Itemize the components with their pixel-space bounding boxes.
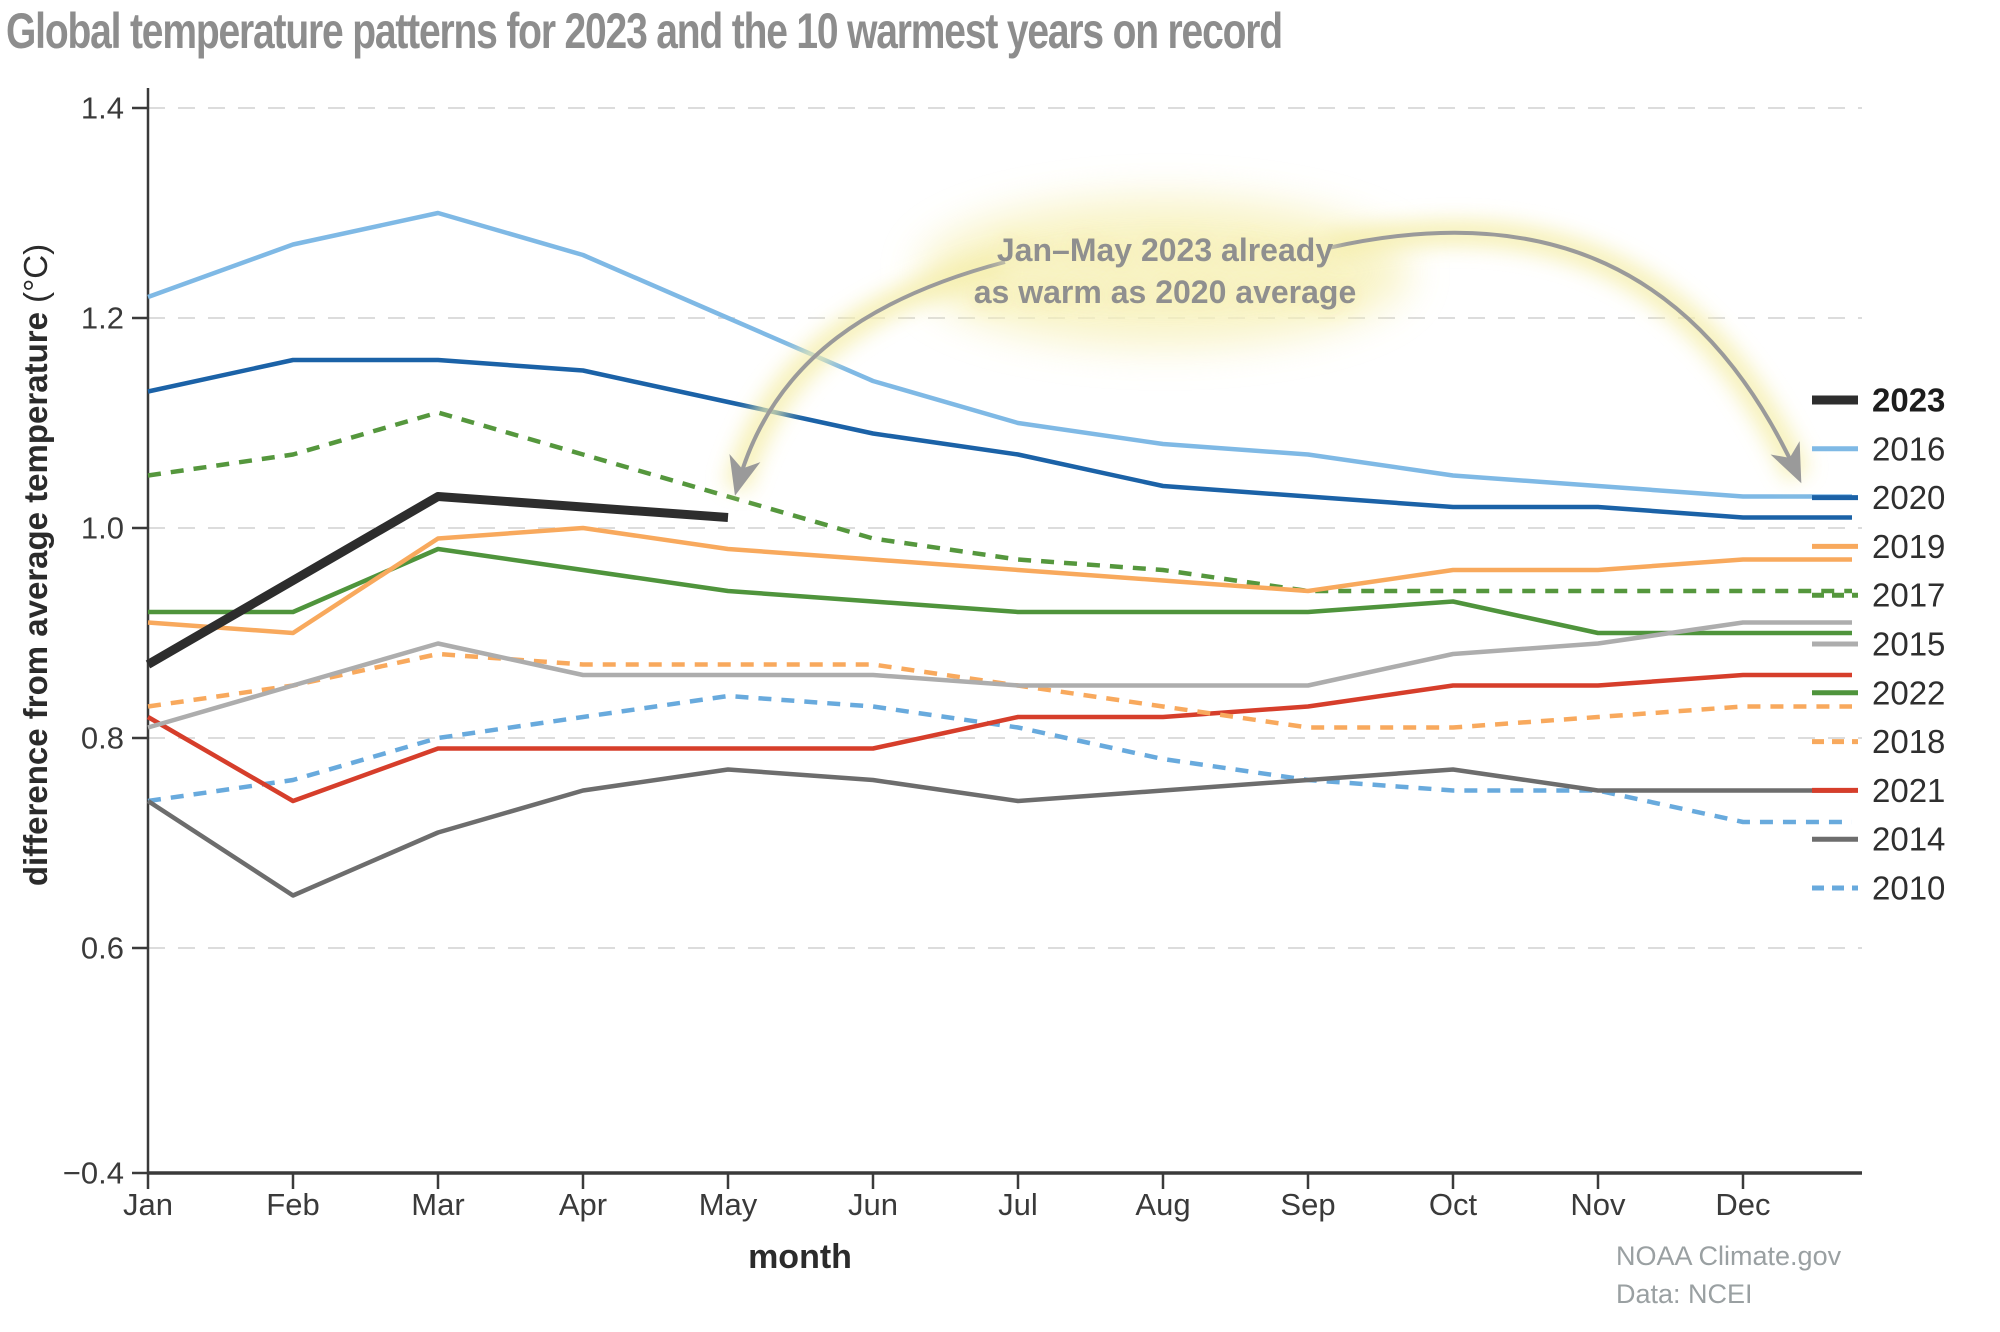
series-line-2023 <box>145 492 729 669</box>
x-tick-label-Sep: Sep <box>1280 1187 1335 1222</box>
y-tick-label-1.2: 1.2 <box>81 301 124 336</box>
y-tick-label-1.0: 1.0 <box>81 511 124 546</box>
series-line-2021 <box>146 672 1852 804</box>
legend-label-2020: 2020 <box>1872 479 1945 516</box>
legend-label-2021: 2021 <box>1872 772 1945 809</box>
annotation-line2: as warm as 2020 average <box>973 273 1357 310</box>
legend-item-2019: 2019 <box>1812 528 1945 565</box>
series-line-2016 <box>147 210 1852 499</box>
right-arrow <box>1327 230 1802 484</box>
series-line-2010 <box>147 693 1852 825</box>
legend-item-2021: 2021 <box>1812 772 1945 809</box>
series-line-2018 <box>147 651 1852 730</box>
left-arrow <box>729 260 1006 496</box>
y-tick-label-0.8: 0.8 <box>81 721 124 756</box>
x-tick-label-Oct: Oct <box>1429 1187 1478 1222</box>
y-tick-label-0.6: 0.6 <box>81 931 124 966</box>
series-line-2015 <box>147 620 1852 730</box>
legend-label-2023: 2023 <box>1872 382 1945 419</box>
series-lines <box>145 210 1852 898</box>
legend-label-2014: 2014 <box>1872 821 1945 858</box>
legend-label-2017: 2017 <box>1872 577 1945 614</box>
series-line-2022 <box>148 546 1852 636</box>
source-line2: Data: NCEI <box>1616 1278 1753 1309</box>
x-tick-label-Jun: Jun <box>848 1187 898 1222</box>
annotation-callout: Jan–May 2023 already as warm as 2020 ave… <box>915 230 1415 313</box>
legend-item-2022: 2022 <box>1812 674 1945 711</box>
legend-item-2015: 2015 <box>1812 626 1945 663</box>
legend: 2023 2016 2020 2019 2017 2015 2022 2018 2021 2014… <box>1812 382 1945 907</box>
x-tick-label-Nov: Nov <box>1570 1187 1626 1222</box>
x-tick-label-Dec: Dec <box>1715 1187 1770 1222</box>
x-tick-label-Jul: Jul <box>998 1187 1038 1222</box>
series-line-2020 <box>147 357 1852 520</box>
annotation-line1: Jan–May 2023 already <box>996 232 1334 268</box>
y-axis-title: difference from average temperature (°C) <box>17 243 54 887</box>
legend-item-2023: 2023 <box>1812 382 1945 419</box>
y-tick-label-1.4: 1.4 <box>81 91 124 126</box>
legend-label-2019: 2019 <box>1872 528 1945 565</box>
series-line-2019 <box>147 525 1852 636</box>
x-axis-title: month <box>748 1238 852 1276</box>
legend-label-2018: 2018 <box>1872 723 1945 760</box>
y-tick-label-−0.4: −0.4 <box>63 1156 124 1191</box>
annotation-arrows <box>729 230 1802 496</box>
legend-label-2010: 2010 <box>1872 870 1945 907</box>
x-tick-label-Feb: Feb <box>266 1187 319 1222</box>
legend-item-2017: 2017 <box>1812 577 1945 614</box>
series-line-2014 <box>146 767 1852 898</box>
x-tick-label-Mar: Mar <box>411 1187 464 1222</box>
legend-item-2014: 2014 <box>1812 821 1945 858</box>
legend-item-2016: 2016 <box>1812 430 1945 467</box>
page-title: Global temperature patterns for 2023 and… <box>6 3 1283 59</box>
source-credit: NOAA Climate.gov Data: NCEI <box>1616 1238 1841 1314</box>
x-tick-label-Aug: Aug <box>1135 1187 1190 1222</box>
legend-item-2010: 2010 <box>1812 870 1945 907</box>
legend-item-2020: 2020 <box>1812 479 1945 516</box>
x-tick-label-May: May <box>699 1187 758 1222</box>
source-line1: NOAA Climate.gov <box>1616 1241 1842 1271</box>
series-line-2017 <box>147 410 1852 594</box>
legend-label-2015: 2015 <box>1872 626 1945 663</box>
x-tick-label-Apr: Apr <box>559 1187 607 1222</box>
legend-label-2016: 2016 <box>1872 430 1945 467</box>
legend-item-2018: 2018 <box>1812 723 1945 760</box>
x-tick-label-Jan: Jan <box>123 1187 173 1222</box>
legend-label-2022: 2022 <box>1872 674 1945 711</box>
